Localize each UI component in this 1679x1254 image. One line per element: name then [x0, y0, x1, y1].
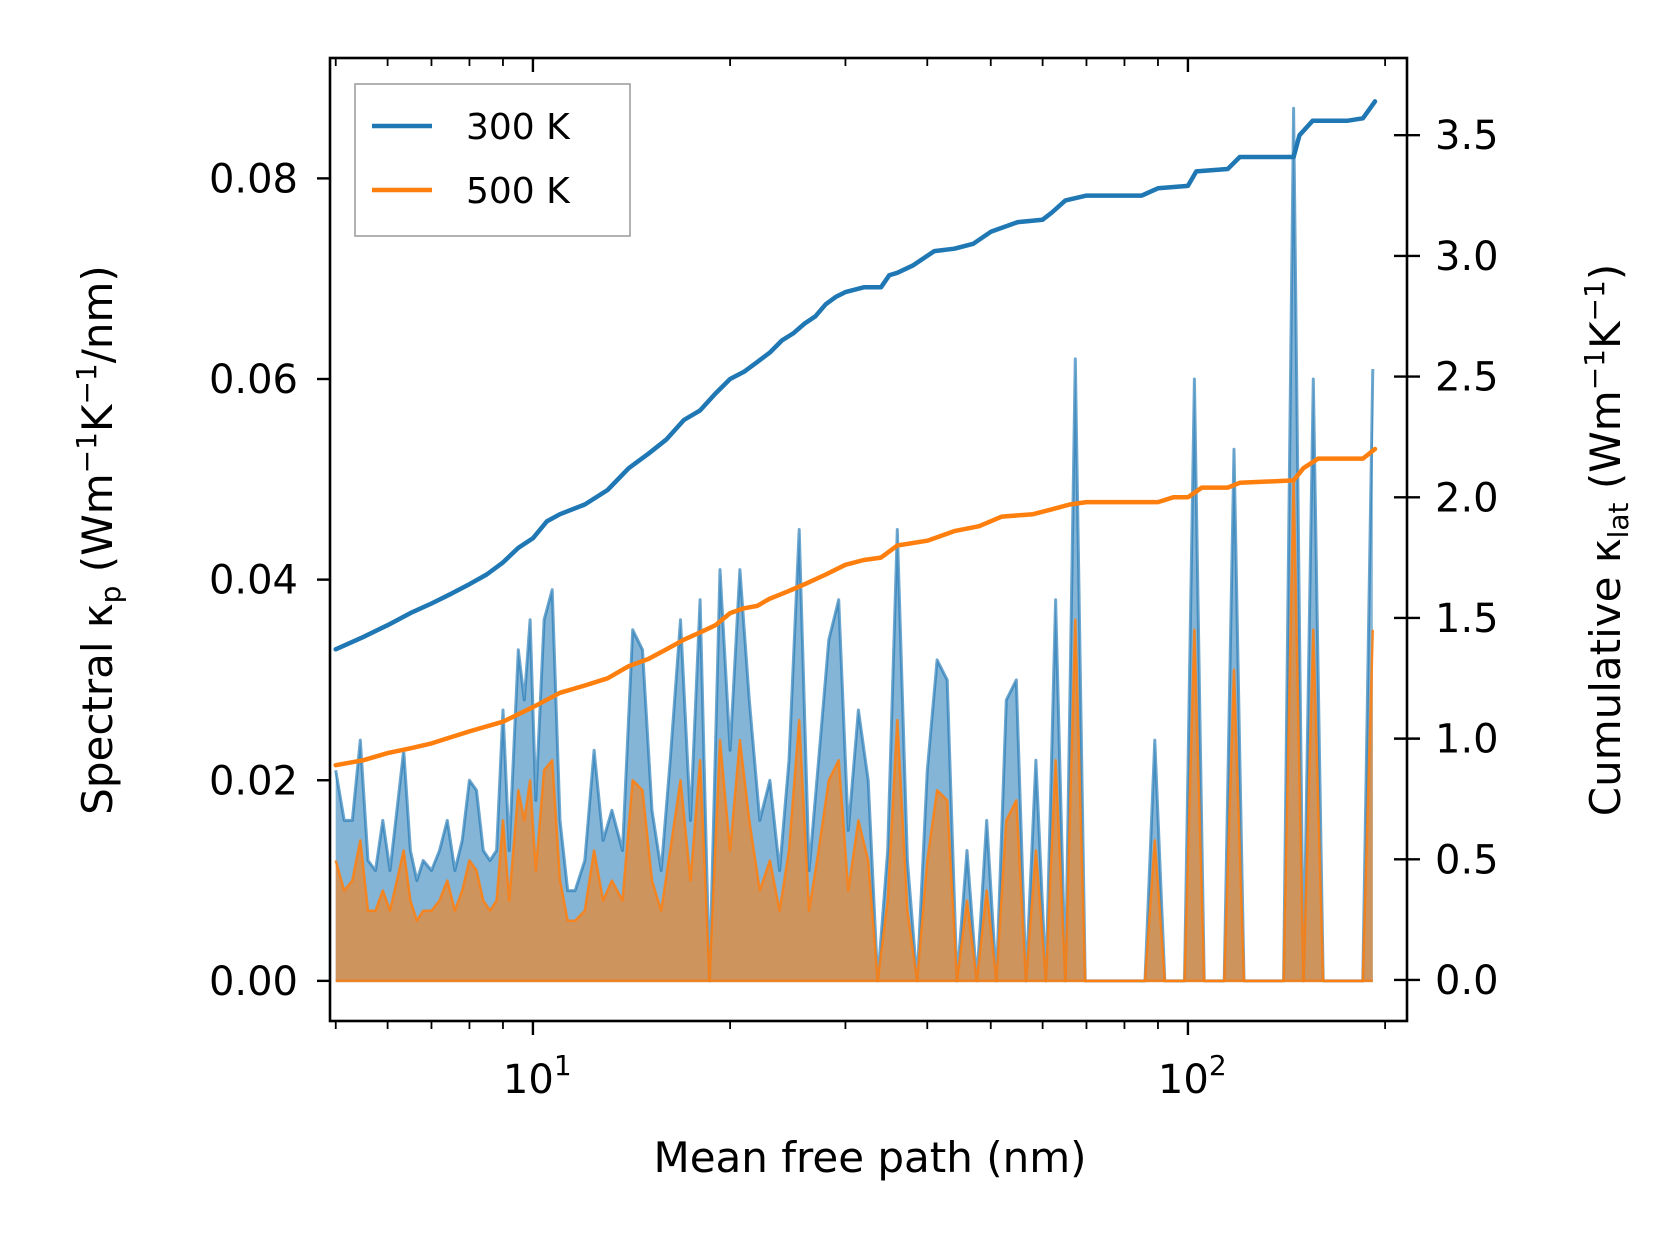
left-tick-label: 0.06 [209, 357, 298, 403]
plot-frame [328, 56, 1409, 1023]
right-tick-label: 2.5 [1435, 355, 1499, 401]
x-tick-label: 101 [503, 1049, 572, 1103]
right-tick-label: 2.0 [1435, 475, 1499, 521]
left-tick-label: 0.04 [209, 558, 298, 604]
x-axis: 101 102 [334, 58, 1387, 1103]
cumulative-line-500k [333, 446, 1378, 768]
left-tick-label: 0.08 [209, 156, 298, 202]
legend: 300 K 500 K [354, 83, 631, 237]
right-tick-label: 1.0 [1435, 717, 1499, 763]
legend-label-500k: 500 K [466, 171, 571, 212]
left-axis-label: Spectral κp (Wm−1K−1/nm) [70, 265, 127, 815]
left-tick-label: 0.02 [209, 758, 298, 804]
legend-box [354, 83, 631, 237]
x-tick-label: 102 [1158, 1049, 1227, 1103]
x-axis-label: Mean free path (nm) [653, 1133, 1086, 1182]
right-tick-label: 0.0 [1435, 958, 1499, 1004]
left-tick-label: 0.00 [209, 959, 298, 1005]
legend-label-300k: 300 K [466, 107, 571, 148]
right-tick-label: 1.5 [1435, 596, 1499, 642]
right-axis-label: Cumulative κlat (Wm−1K−1) [1578, 264, 1635, 816]
right-tick-label: 0.5 [1435, 837, 1499, 883]
right-tick-label: 3.0 [1435, 234, 1499, 280]
right-axis: 0.0 0.5 1.0 1.5 2.0 2.5 3.0 3.5 [1394, 113, 1499, 1004]
left-axis: 0.00 0.02 0.04 0.06 0.08 [209, 156, 330, 1005]
cumulative-line-300k [333, 99, 1378, 652]
right-tick-label: 3.5 [1435, 113, 1499, 159]
plot-area [333, 99, 1378, 983]
